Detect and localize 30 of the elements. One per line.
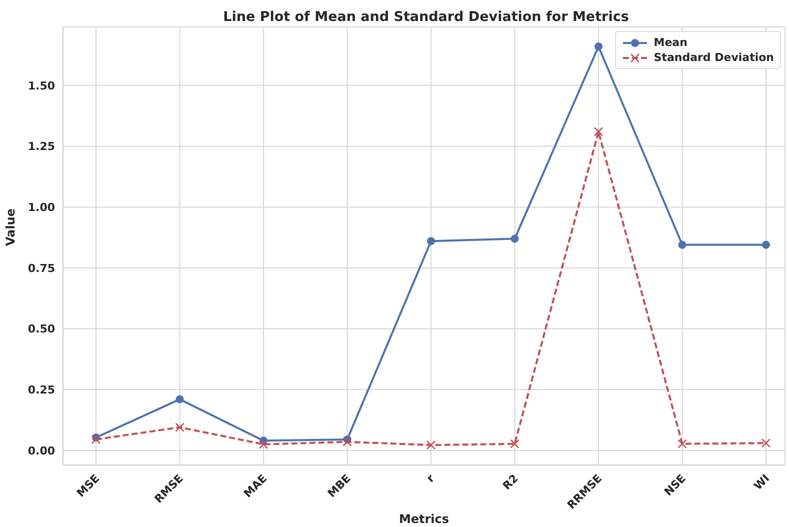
legend-label: Mean: [654, 35, 688, 50]
x-tick-label: WI: [751, 472, 772, 493]
point: [427, 237, 435, 246]
point: [176, 395, 184, 404]
y-tick-label: 1.25: [28, 140, 55, 154]
point: [594, 126, 604, 136]
y-tick-label: 0.75: [28, 262, 55, 275]
y-tick-label: 1.00: [28, 200, 56, 214]
chart-title: Line Plot of Mean and Standard Deviation for Metrics: [222, 9, 630, 25]
y-tick-label: 0.00: [28, 444, 56, 458]
x-tick-label: r: [424, 472, 438, 485]
x-axis-title: Metrics: [398, 512, 450, 526]
legend-label: Standard Deviation: [654, 50, 774, 65]
y-tick-label: 0.25: [28, 383, 55, 396]
point: [761, 438, 771, 448]
point: [510, 439, 520, 448]
y-tick-label: 0.50: [28, 322, 56, 336]
y-axis-title: Value: [3, 208, 18, 246]
point: [342, 437, 352, 447]
x-tick-label: R2: [500, 472, 521, 493]
y-tick-label: 1.50: [28, 79, 56, 92]
point: [426, 440, 436, 450]
point: [678, 240, 686, 249]
point: [258, 440, 268, 449]
point: [762, 240, 770, 249]
point: [678, 439, 687, 448]
point: [510, 234, 519, 243]
point: [594, 42, 602, 50]
point: [91, 434, 101, 444]
point: [175, 422, 184, 432]
